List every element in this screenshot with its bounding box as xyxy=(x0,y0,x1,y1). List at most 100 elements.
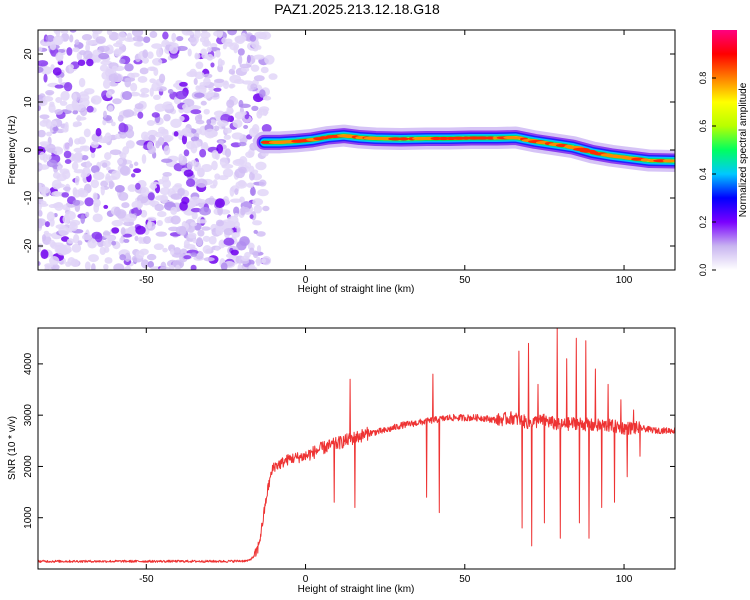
snr-x-tick-label: -50 xyxy=(139,574,154,585)
noise-blob xyxy=(73,169,86,174)
noise-blob xyxy=(148,134,156,142)
noise-blob xyxy=(234,168,246,179)
noise-blob xyxy=(202,142,209,149)
noise-blob xyxy=(175,45,188,52)
noise-blob xyxy=(151,82,160,92)
noise-blob xyxy=(53,30,61,35)
noise-blob xyxy=(237,263,243,270)
noise-blob xyxy=(84,261,91,270)
noise-blob xyxy=(63,150,72,159)
noise-blob xyxy=(134,103,144,110)
noise-blob xyxy=(238,103,251,108)
noise-blob xyxy=(90,179,100,189)
noise-blob xyxy=(156,220,163,227)
noise-blob xyxy=(130,72,140,78)
noise-blob xyxy=(44,221,50,228)
noise-blob xyxy=(215,219,224,227)
noise-blob xyxy=(104,132,112,142)
noise-blob xyxy=(121,202,130,209)
noise-blob xyxy=(38,209,43,217)
noise-blob xyxy=(258,179,267,187)
colorbar-gradient xyxy=(712,30,737,270)
noise-blob xyxy=(175,90,188,100)
noise-blob xyxy=(124,77,132,88)
noise-blob xyxy=(60,30,69,34)
noise-blob xyxy=(236,241,247,251)
noise-blob xyxy=(53,35,64,46)
noise-blob xyxy=(74,176,80,186)
noise-blob xyxy=(106,235,116,241)
noise-blob xyxy=(98,45,110,52)
noise-blob xyxy=(238,141,247,147)
noise-blob xyxy=(69,30,77,33)
noise-blob xyxy=(181,127,192,137)
noise-blob xyxy=(133,41,144,47)
noise-blob xyxy=(149,87,154,97)
noise-blob xyxy=(107,105,114,112)
noise-blob xyxy=(222,168,234,178)
noise-blob xyxy=(53,191,60,196)
noise-blob xyxy=(183,169,194,177)
noise-blob xyxy=(162,31,169,40)
noise-blob xyxy=(253,229,258,234)
noise-blob xyxy=(255,161,267,171)
noise-blob xyxy=(87,238,97,249)
noise-blob xyxy=(129,91,141,97)
noise-blob xyxy=(61,192,69,198)
noise-blob xyxy=(129,163,134,169)
noise-blob xyxy=(216,120,229,127)
noise-blob xyxy=(183,149,190,157)
noise-blob xyxy=(221,37,227,44)
snr-y-tick-label: 4000 xyxy=(23,352,34,375)
noise-blob xyxy=(187,48,192,57)
noise-blob xyxy=(121,90,133,101)
noise-blob xyxy=(195,119,205,125)
noise-blob xyxy=(207,90,215,98)
noise-blob xyxy=(179,201,188,211)
noise-blob xyxy=(55,52,64,62)
colorbar-tick-label: 0.6 xyxy=(698,120,708,133)
noise-blob xyxy=(231,64,236,70)
noise-blob xyxy=(63,186,71,192)
noise-blob xyxy=(186,71,198,78)
noise-blob xyxy=(117,31,127,42)
noise-blob xyxy=(66,238,75,244)
spectrogram-ridge-layer xyxy=(253,124,675,173)
colorbar: 0.0 0.2 0.4 0.6 0.8 Normalized spectral ampl… xyxy=(698,30,749,276)
noise-blob xyxy=(52,202,63,208)
noise-blob xyxy=(91,231,103,240)
noise-blob xyxy=(240,208,246,216)
noise-blob xyxy=(98,52,110,60)
noise-blob xyxy=(56,48,66,53)
noise-blob xyxy=(190,222,198,227)
noise-blob xyxy=(160,261,167,270)
noise-blob xyxy=(169,248,175,256)
noise-blob xyxy=(134,235,139,242)
noise-blob xyxy=(72,199,81,206)
noise-blob xyxy=(149,31,158,39)
noise-blob xyxy=(106,30,113,36)
noise-blob xyxy=(231,132,244,140)
noise-blob xyxy=(38,129,46,138)
noise-blob xyxy=(111,240,117,246)
noise-blob xyxy=(243,124,249,129)
noise-blob xyxy=(198,219,207,224)
noise-blob xyxy=(72,187,78,196)
noise-blob xyxy=(120,227,126,236)
noise-blob xyxy=(241,66,250,73)
spectrogram-y-tick-label: 0 xyxy=(23,147,34,153)
noise-blob xyxy=(62,170,71,180)
noise-blob xyxy=(253,75,265,82)
noise-blob xyxy=(76,114,82,122)
noise-blob xyxy=(55,224,66,230)
noise-blob xyxy=(261,258,267,264)
noise-blob xyxy=(66,47,73,56)
noise-blob xyxy=(245,151,254,159)
noise-blob xyxy=(38,105,41,111)
noise-blob xyxy=(52,126,59,132)
noise-blob xyxy=(139,67,149,75)
noise-blob xyxy=(209,42,218,49)
noise-blob xyxy=(170,193,183,200)
noise-blob xyxy=(56,165,62,171)
noise-blob xyxy=(49,256,60,266)
